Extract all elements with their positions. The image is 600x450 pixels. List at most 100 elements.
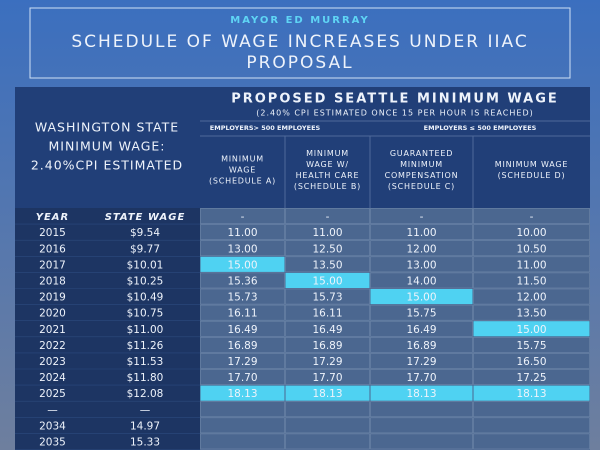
cell xyxy=(473,321,590,337)
cell xyxy=(285,353,370,369)
cell-text: — xyxy=(47,404,58,416)
cell xyxy=(473,385,590,401)
cell xyxy=(370,272,473,289)
cell-text: 17.25 xyxy=(516,372,546,384)
cell xyxy=(370,289,473,305)
cell xyxy=(285,240,370,257)
column-header: WAGE xyxy=(229,166,256,175)
cell xyxy=(370,353,473,369)
group-title: PROPOSED SEATTLE MINIMUM WAGE xyxy=(231,92,559,107)
cell-text: $10.01 xyxy=(127,259,164,271)
column-header: HEALTH CARE xyxy=(296,171,360,180)
cell xyxy=(370,417,473,434)
cell xyxy=(200,304,285,321)
subgroup: EMPLOYERS> 500 EMPLOYEES xyxy=(210,124,321,132)
cell-text: 2019 xyxy=(39,292,66,304)
column-header: (SCHEDULE B) xyxy=(294,182,361,191)
cell-text: 16.89 xyxy=(312,340,342,352)
cell xyxy=(200,256,285,272)
cell xyxy=(200,401,285,418)
cell-text: 11.00 xyxy=(406,227,436,239)
cell-text: 2022 xyxy=(39,340,66,352)
header-area xyxy=(15,87,590,208)
cell-text: STATE WAGE xyxy=(105,212,186,223)
cell-text: 15.33 xyxy=(130,436,160,448)
cell xyxy=(473,353,590,369)
cell-text: 14.00 xyxy=(406,275,436,287)
cell-text: 15.00 xyxy=(406,292,436,304)
cell xyxy=(473,256,590,273)
cell-text: 11.00 xyxy=(312,227,342,239)
cell-text: 2035 xyxy=(39,436,66,448)
cell xyxy=(473,369,590,385)
cell xyxy=(370,240,473,257)
cell xyxy=(370,256,473,273)
cell-text: 2017 xyxy=(39,259,66,271)
cell xyxy=(473,240,590,257)
cell-text: 16.49 xyxy=(312,324,342,336)
cell xyxy=(285,385,370,401)
cell-text: $9.54 xyxy=(130,227,160,239)
cell xyxy=(200,320,285,337)
cell-text: 15.75 xyxy=(406,308,436,320)
cell-text: - xyxy=(420,211,424,223)
cell xyxy=(200,208,285,224)
column-header: MINIMUM xyxy=(221,155,264,164)
cell-text: - xyxy=(241,211,245,223)
cell-text: 13.50 xyxy=(312,259,342,271)
cell xyxy=(370,224,473,241)
cell-text: 16.11 xyxy=(227,308,257,320)
cell-text: 10.50 xyxy=(516,243,546,255)
cell xyxy=(473,208,590,224)
group-subtitle: (2.40% CPI ESTIMATED ONCE 15 PER HOUR IS… xyxy=(256,109,533,118)
cell xyxy=(200,288,285,305)
cell-text: 15.73 xyxy=(312,292,342,304)
cell-text: 11.00 xyxy=(516,259,546,271)
cell-text: 15.36 xyxy=(227,275,257,287)
cell-text: 15.00 xyxy=(516,324,546,336)
cell xyxy=(370,304,473,321)
cell-text: 17.29 xyxy=(312,356,342,368)
cell xyxy=(473,433,590,450)
cell-text: 15.75 xyxy=(516,340,546,352)
cell xyxy=(285,433,370,450)
cell xyxy=(370,385,473,401)
cell xyxy=(370,433,473,450)
cell xyxy=(370,208,473,224)
cell-text: — xyxy=(140,404,151,416)
cell-text: $10.25 xyxy=(127,275,164,287)
column-header: COMPENSATION xyxy=(385,171,459,180)
cell xyxy=(200,336,285,353)
cell-text: 18.13 xyxy=(406,388,436,400)
cell-text: 16.50 xyxy=(516,356,546,368)
cell-text: 17.70 xyxy=(227,372,257,384)
cell-text: 2015 xyxy=(39,227,66,239)
cell-text: $10.49 xyxy=(127,292,164,304)
cell-text: 12.50 xyxy=(312,243,342,255)
cell-text: - xyxy=(530,211,534,223)
cell xyxy=(200,272,285,289)
cell-text: - xyxy=(326,211,330,223)
cell-text: 12.00 xyxy=(406,243,436,255)
cell-text: 11.50 xyxy=(516,275,546,287)
cell xyxy=(285,208,370,224)
cell-text: 16.89 xyxy=(406,340,436,352)
cell-text: 2016 xyxy=(39,243,66,255)
cell-text: 18.13 xyxy=(227,388,257,400)
cell-text: 16.49 xyxy=(227,324,257,336)
column-header: MINIMUM xyxy=(400,160,443,169)
cell-text: 12.00 xyxy=(516,292,546,304)
column-header: (SCHEDULE C) xyxy=(388,182,455,191)
cell-text: 13.00 xyxy=(406,259,436,271)
cell-text: 17.29 xyxy=(227,356,257,368)
title-box xyxy=(29,7,571,79)
title-line: SCHEDULE OF WAGE INCREASES UNDER IIAC xyxy=(71,32,528,52)
cell-text: 17.29 xyxy=(406,356,436,368)
kicker: MAYOR ED MURRAY xyxy=(230,15,369,26)
cell xyxy=(285,256,370,273)
cell-text: $11.80 xyxy=(127,372,164,384)
left-body xyxy=(15,208,200,450)
column-header: GUARANTEED xyxy=(390,149,453,158)
cell-text: $11.26 xyxy=(127,340,164,352)
